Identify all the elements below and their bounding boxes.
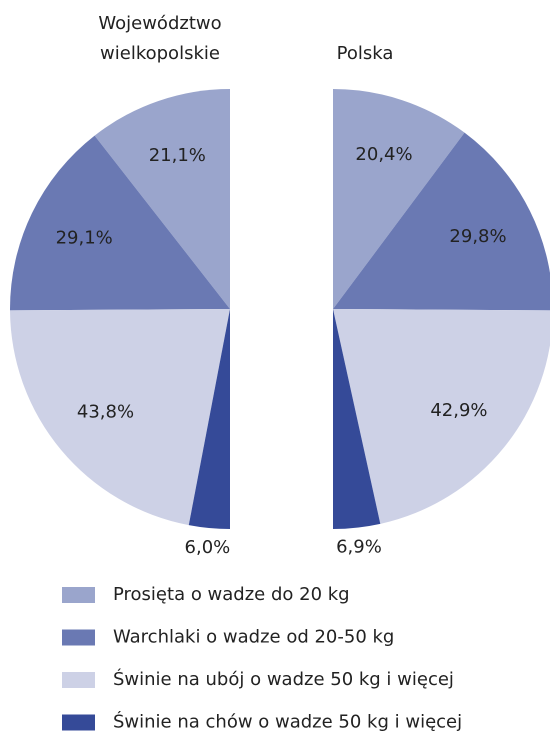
legend-swatch — [62, 629, 95, 646]
value-label: 6,0% — [185, 537, 231, 558]
pie-slice — [94, 89, 231, 309]
pie-slice — [10, 309, 230, 526]
value-label: 42,9% — [430, 400, 487, 421]
value-label: 29,1% — [56, 227, 113, 248]
value-label: 43,8% — [77, 402, 134, 423]
legend-swatch — [62, 587, 95, 603]
pie-slice — [333, 89, 465, 309]
value-label: 20,4% — [355, 144, 412, 165]
chart-title: wielkopolskie — [100, 43, 220, 64]
pie-slice — [9, 135, 230, 311]
legend-label: Świnie na ubój o wadze 50 kg i więcej — [113, 668, 454, 690]
value-label: 29,8% — [449, 226, 506, 247]
legend-label: Warchlaki o wadze od 20-50 kg — [113, 627, 394, 648]
legend-label: Prosięta o wadze do 20 kg — [113, 584, 350, 605]
value-label: 6,9% — [336, 537, 382, 558]
legend-label: Świnie na chów o wadze 50 kg i więcej — [113, 711, 462, 733]
chart-title: Polska — [337, 43, 394, 64]
value-label: 21,1% — [149, 145, 206, 166]
legend-swatch — [62, 714, 95, 731]
pie-slice — [333, 132, 550, 311]
pie-slice — [188, 309, 230, 529]
chart-title: Województwo — [98, 13, 221, 34]
legend-swatch — [62, 672, 95, 688]
pie-slice — [333, 309, 550, 524]
pie-slice — [333, 309, 381, 529]
